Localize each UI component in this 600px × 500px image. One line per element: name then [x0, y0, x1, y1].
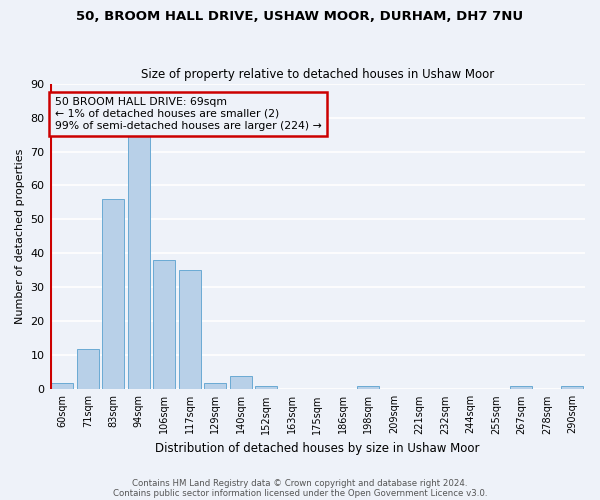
Text: Contains public sector information licensed under the Open Government Licence v3: Contains public sector information licen…: [113, 488, 487, 498]
Bar: [128, 131, 149, 390]
Bar: [205, 382, 226, 390]
Bar: [154, 260, 175, 390]
Text: 50, BROOM HALL DRIVE, USHAW MOOR, DURHAM, DH7 7NU: 50, BROOM HALL DRIVE, USHAW MOOR, DURHAM…: [76, 10, 524, 23]
Title: Size of property relative to detached houses in Ushaw Moor: Size of property relative to detached ho…: [140, 68, 494, 81]
Bar: [511, 386, 532, 390]
Bar: [52, 382, 73, 390]
Bar: [562, 386, 583, 390]
Bar: [230, 376, 251, 390]
Bar: [179, 270, 200, 390]
Text: 50 BROOM HALL DRIVE: 69sqm
← 1% of detached houses are smaller (2)
99% of semi-d: 50 BROOM HALL DRIVE: 69sqm ← 1% of detac…: [55, 98, 322, 130]
Text: Contains HM Land Registry data © Crown copyright and database right 2024.: Contains HM Land Registry data © Crown c…: [132, 478, 468, 488]
X-axis label: Distribution of detached houses by size in Ushaw Moor: Distribution of detached houses by size …: [155, 442, 479, 455]
Bar: [256, 386, 277, 390]
Bar: [358, 386, 379, 390]
Bar: [103, 199, 124, 390]
Y-axis label: Number of detached properties: Number of detached properties: [15, 148, 25, 324]
Bar: [77, 348, 98, 390]
